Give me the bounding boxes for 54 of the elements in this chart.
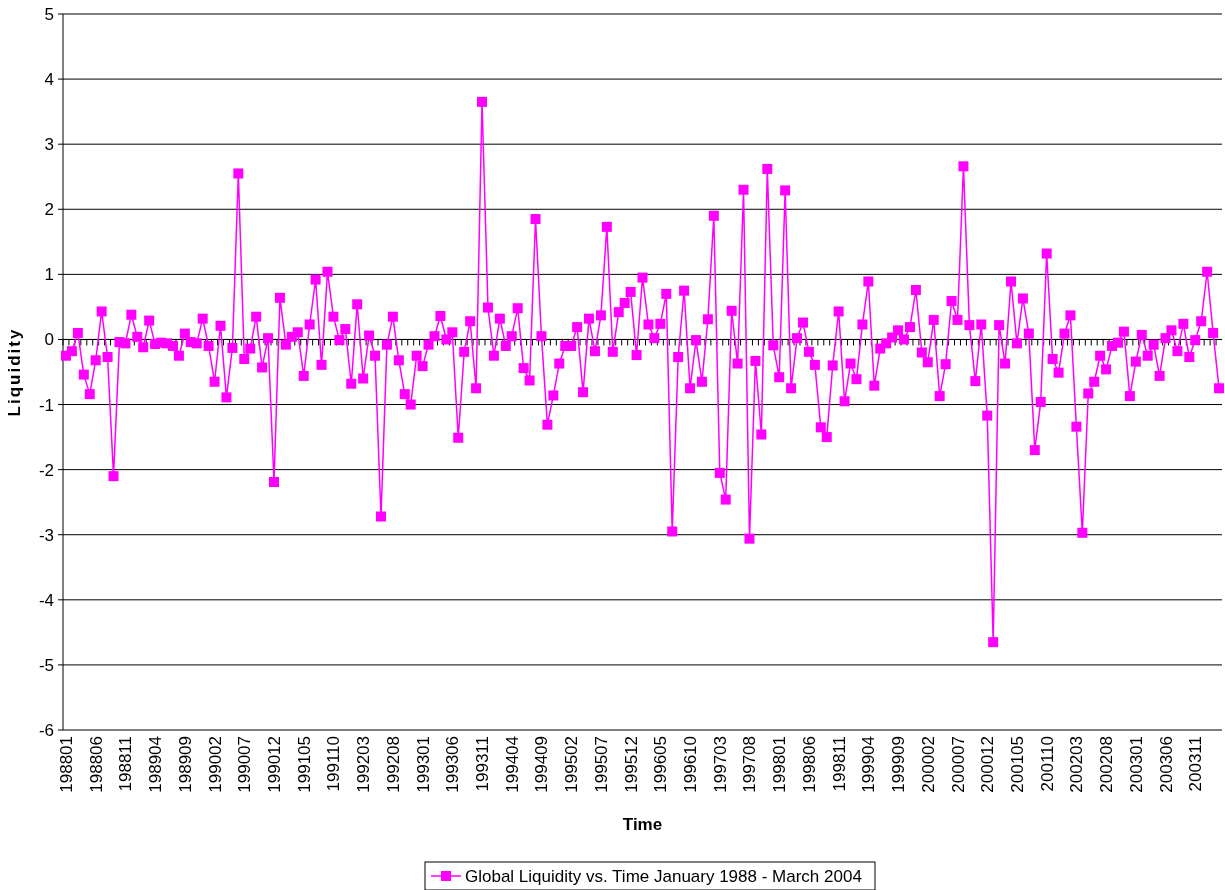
x-tick-label: 198909	[175, 736, 195, 793]
x-tick-label: 200002	[918, 736, 938, 793]
x-tick-label: 200105	[1007, 736, 1027, 793]
x-tick-label: 200007	[948, 736, 968, 793]
x-tick-label: 200012	[978, 736, 998, 793]
x-tick-label: 199512	[621, 736, 641, 793]
x-tick-label: 199105	[294, 736, 314, 793]
y-tick-label: -6	[38, 721, 54, 740]
x-tick-label: 200203	[1067, 736, 1087, 793]
x-tick-label: 199904	[859, 736, 879, 793]
x-tick-label: 199703	[710, 736, 730, 793]
x-tick-label: 198801	[56, 736, 76, 793]
x-tick-label: 199409	[532, 736, 552, 793]
x-tick-label: 199007	[235, 736, 255, 793]
y-tick-label: 0	[44, 330, 54, 350]
x-tick-label: 199012	[265, 736, 284, 793]
x-tick-label: 199708	[740, 736, 760, 793]
x-tick-label: 199306	[443, 736, 463, 793]
y-tick-label: 4	[44, 70, 54, 90]
x-tick-label: 200110	[1037, 736, 1057, 792]
x-tick-label: 199110	[324, 736, 344, 792]
y-tick-label: 5	[44, 5, 54, 24]
x-tick-label: 198806	[86, 736, 106, 793]
x-tick-label: 199605	[651, 736, 671, 793]
y-tick-label: 1	[44, 265, 54, 285]
x-tick-label: 199208	[383, 736, 403, 793]
y-tick-label: -3	[38, 525, 54, 545]
x-tick-label: 199909	[889, 736, 909, 793]
y-axis-title: Liquidity	[5, 327, 24, 417]
x-tick-label: 198904	[146, 736, 166, 793]
x-tick-label: 200208	[1097, 736, 1117, 793]
x-tick-label: 199806	[799, 736, 819, 793]
y-tick-label: 2	[44, 200, 54, 220]
x-tick-label: 199811	[829, 736, 849, 792]
y-tick-label: -5	[38, 655, 54, 675]
x-tick-label: 199301	[413, 736, 433, 793]
x-axis-title: Time	[622, 815, 663, 834]
y-tick-label: -2	[38, 460, 54, 480]
y-tick-label: -1	[38, 395, 54, 415]
x-tick-label: 200301	[1126, 736, 1146, 793]
y-tick-label: -4	[38, 590, 54, 610]
x-tick-label: 199801	[770, 736, 790, 793]
x-tick-label: 200311	[1186, 736, 1206, 792]
x-tick-label: 198811	[116, 736, 136, 792]
x-tick-label: 199404	[502, 736, 522, 793]
x-tick-label: 199502	[562, 736, 582, 793]
x-tick-label: 200306	[1156, 736, 1176, 793]
x-tick-label: 199203	[354, 736, 374, 793]
x-tick-label: 199311	[473, 736, 493, 792]
x-tick-label: 199610	[681, 736, 701, 793]
x-tick-label: 199507	[591, 736, 611, 793]
legend-label: Global Liquidity vs. Time January 1988 - March 2004	[465, 867, 862, 886]
y-tick-label: 3	[44, 135, 54, 155]
x-tick-label: 199002	[205, 736, 225, 793]
